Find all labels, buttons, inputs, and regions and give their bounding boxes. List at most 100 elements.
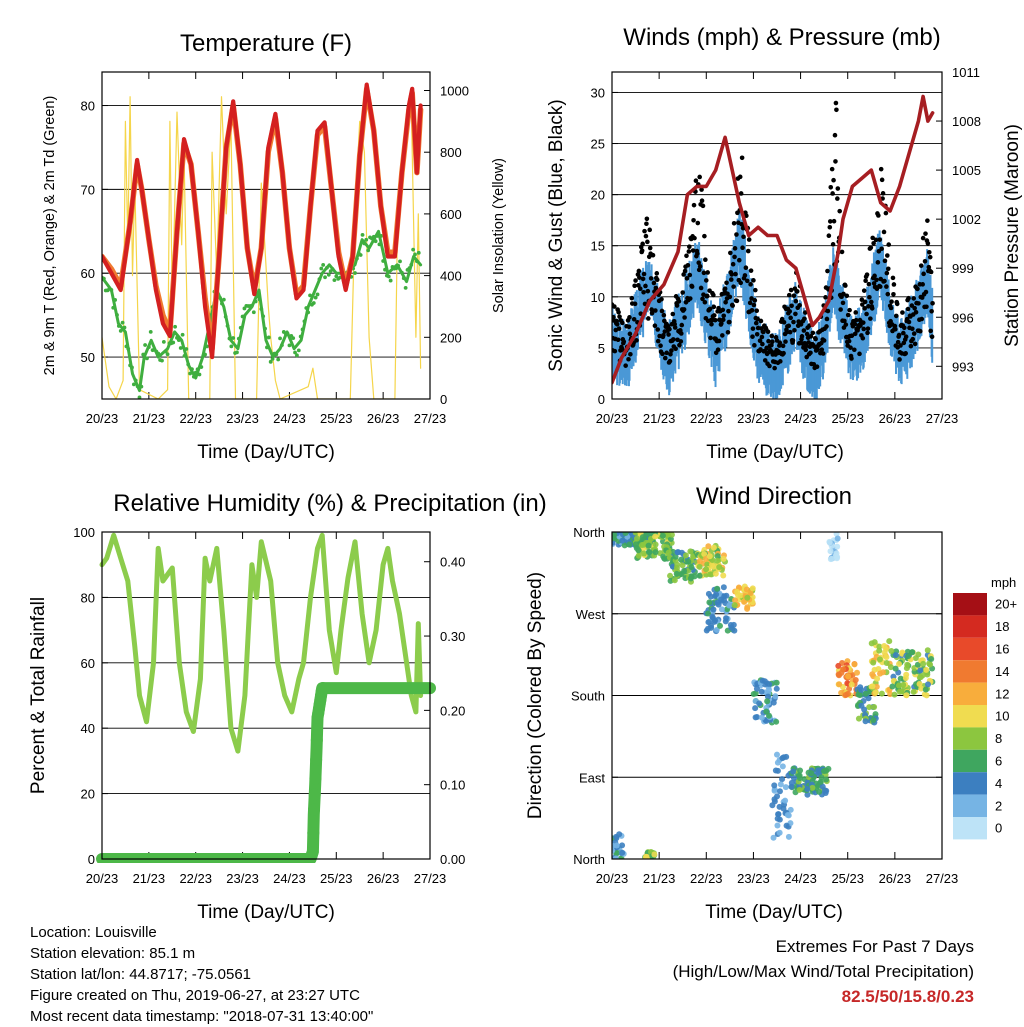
direction-point	[764, 693, 771, 700]
gust-point	[697, 264, 703, 269]
dewpoint-point	[266, 335, 271, 340]
gust-point	[827, 219, 833, 224]
y-tick-label: 60	[81, 266, 95, 281]
direction-point	[818, 774, 825, 781]
direction-point	[785, 833, 792, 840]
dewpoint-point	[131, 382, 136, 387]
dewpoint-point	[321, 263, 326, 267]
dewpoint-point	[145, 356, 149, 361]
direction-point	[766, 712, 773, 719]
direction-point	[790, 768, 797, 775]
gust-point	[698, 285, 704, 291]
gust-point	[926, 250, 932, 255]
gust-point	[726, 308, 731, 314]
direction-point	[759, 677, 766, 684]
gust-point	[646, 316, 651, 321]
gust-point	[828, 185, 834, 190]
direction-point	[862, 718, 869, 725]
direction-point	[777, 781, 784, 788]
direction-point	[744, 605, 751, 612]
legend-title: mph	[991, 575, 1016, 590]
gust-point	[728, 277, 734, 282]
dewpoint-point	[287, 343, 292, 348]
humidity-title: Relative Humidity (%) & Precipitation (i…	[113, 490, 546, 517]
direction-point	[714, 585, 721, 592]
plot-frame	[611, 531, 943, 860]
gust-point	[621, 339, 627, 344]
gust-point	[924, 304, 929, 310]
direction-point	[734, 588, 741, 595]
gust-point	[804, 331, 810, 337]
gust-point	[758, 318, 764, 324]
direction-point	[828, 555, 835, 562]
dewpoint-point	[218, 296, 222, 300]
x-tick-label: 20/23	[86, 411, 119, 426]
gust-point	[885, 291, 891, 297]
gust-point	[913, 309, 919, 315]
gust-point	[702, 299, 708, 305]
series-dewpoint	[102, 229, 423, 393]
dewpoint-point	[360, 232, 365, 237]
dewpoint-point	[122, 325, 127, 330]
gust-point	[884, 284, 889, 289]
direction-point	[779, 763, 786, 770]
gust-point	[921, 271, 926, 277]
gust-point	[830, 242, 836, 247]
gust-point	[715, 347, 721, 352]
dewpoint-point	[223, 314, 228, 319]
direction-point	[619, 849, 626, 856]
direction-point	[869, 683, 876, 690]
dewpoint-point	[126, 346, 131, 351]
x-tick-label: 21/23	[643, 871, 676, 886]
gust-point	[926, 264, 932, 270]
direction-point	[639, 534, 646, 541]
dewpoint-point	[315, 292, 320, 297]
direction-point	[921, 691, 928, 698]
legend-swatch	[953, 660, 987, 683]
gust-point	[684, 253, 689, 259]
direction-point	[752, 705, 759, 712]
direction-point	[891, 691, 898, 698]
gust-point	[925, 218, 930, 223]
gust-point	[733, 271, 738, 277]
direction-point	[714, 557, 721, 564]
dewpoint-point	[399, 270, 404, 275]
series-relative-humidity	[99, 532, 424, 754]
direction-point	[823, 776, 830, 783]
legend-swatch	[953, 817, 987, 840]
gust-point	[868, 245, 874, 250]
direction-point	[640, 541, 647, 548]
dewpoint-point	[190, 367, 194, 372]
direction-point	[782, 784, 789, 791]
gust-point	[889, 299, 894, 304]
direction-point	[766, 686, 773, 693]
x-tick-label: 23/23	[226, 871, 259, 886]
direction-point	[622, 532, 629, 536]
gust-point	[687, 244, 692, 250]
dewpoint-point	[383, 267, 387, 272]
gust-point	[903, 351, 908, 356]
direction-point	[775, 811, 782, 818]
direction-title: Wind Direction	[696, 483, 852, 510]
gust-point	[864, 311, 869, 317]
gust-point	[626, 356, 631, 362]
gust-point	[717, 317, 722, 323]
gust-point	[762, 358, 768, 363]
gust-point	[695, 251, 700, 256]
gust-point	[685, 262, 691, 268]
direction-point	[866, 704, 873, 711]
direction-point	[771, 796, 778, 803]
direction-point	[681, 567, 688, 574]
gust-point	[906, 295, 911, 301]
dewpoint-point	[364, 237, 369, 242]
direction-point	[787, 806, 794, 813]
gust-point	[852, 321, 858, 327]
dewpoint-point	[409, 262, 414, 267]
x-tick-label: 24/23	[273, 871, 306, 886]
direction-point	[652, 549, 659, 556]
winds-xlabel: Time (Day/UTC)	[706, 442, 844, 463]
series-2m-temperature	[102, 82, 423, 360]
gust-point	[699, 198, 705, 204]
gust-point	[704, 293, 710, 299]
direction-point	[696, 563, 703, 570]
